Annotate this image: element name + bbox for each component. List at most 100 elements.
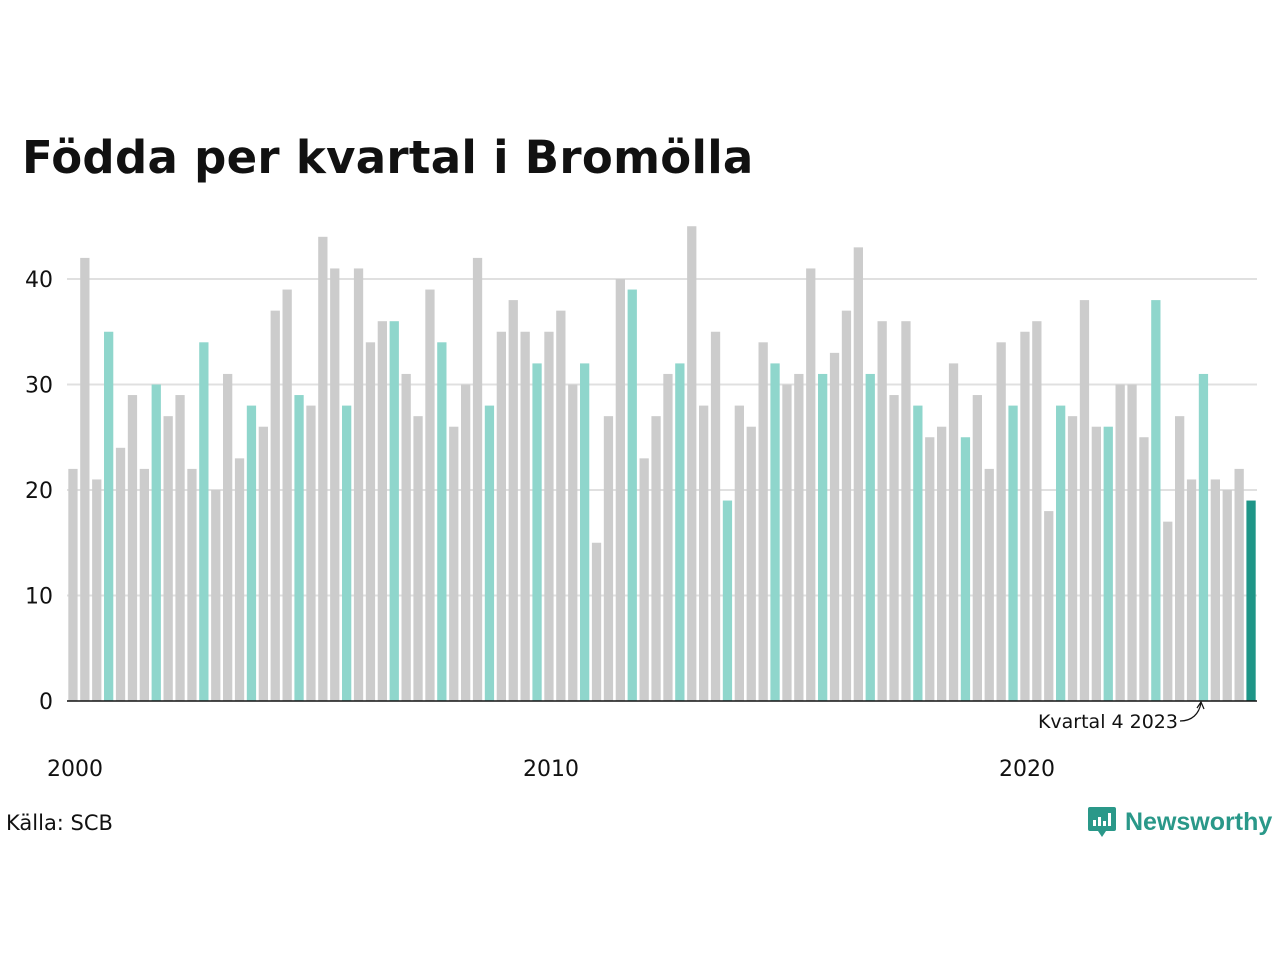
bar-chart: 2000 K1: 222000 K2: 422000 K3: 212000 K4… bbox=[25, 226, 1257, 782]
bar: 2012 K3: 31 bbox=[663, 373, 673, 701]
annotation-label: Kvartal 4 2023 bbox=[1038, 711, 1178, 733]
bar: 2014 K2: 26 bbox=[746, 426, 756, 701]
bar: 2012 K4: 32 bbox=[675, 363, 685, 701]
bar: 2011 K2: 27 bbox=[603, 416, 614, 701]
bar: 2006 K1: 41 bbox=[353, 268, 364, 701]
bar: 2002 K1: 27 bbox=[163, 416, 173, 701]
bar: 2011 K1: 15 bbox=[591, 542, 602, 701]
bar: 2006 K4: 36 bbox=[389, 321, 399, 701]
bar: 2003 K4: 28 bbox=[246, 405, 257, 701]
bar: 2003 K2: 31 bbox=[223, 373, 233, 701]
bar: 2021 K2: 38 bbox=[1079, 300, 1090, 701]
bar: 2007 K4: 34 bbox=[437, 342, 447, 701]
annotation-arrow bbox=[1179, 702, 1202, 722]
bar: 2017 K1: 36 bbox=[877, 321, 887, 701]
y-tick-label: 30 bbox=[25, 374, 53, 399]
brand-name: Newsworthy bbox=[1125, 807, 1273, 836]
bar: 2001 K1: 24 bbox=[115, 447, 126, 701]
bar: 2010 K4: 32 bbox=[580, 363, 590, 701]
annotation: Kvartal 4 2023 bbox=[1038, 700, 1205, 733]
y-tick-label: 0 bbox=[39, 690, 53, 715]
bar: 2008 K1: 26 bbox=[449, 426, 459, 701]
bar: 2018 K4: 25 bbox=[960, 437, 971, 701]
annotation-arrowhead bbox=[1196, 700, 1205, 710]
bar: 2004 K3: 39 bbox=[282, 289, 292, 701]
bar: 2008 K2: 30 bbox=[461, 384, 471, 701]
bar: 2019 K2: 22 bbox=[984, 468, 994, 701]
bar: 2002 K2: 29 bbox=[175, 395, 185, 701]
bar: 2004 K2: 37 bbox=[270, 310, 280, 701]
bar: 2010 K3: 30 bbox=[568, 384, 578, 701]
bar: 2012 K1: 23 bbox=[639, 458, 649, 701]
bar: 2020 K3: 18 bbox=[1044, 511, 1054, 701]
bar: 2023 K4: 31 bbox=[1198, 373, 1209, 701]
y-tick-label: 40 bbox=[25, 268, 53, 293]
bar: 2002 K4: 34 bbox=[199, 342, 209, 701]
bar: 2000 K2: 42 bbox=[80, 257, 90, 701]
bar: 2013 K3: 35 bbox=[710, 331, 721, 701]
bar: 2005 K2: 44 bbox=[318, 236, 328, 702]
brand-logo: Newsworthy bbox=[1087, 805, 1272, 839]
bar: 2017 K3: 36 bbox=[901, 321, 911, 701]
bar: 2005 K1: 28 bbox=[306, 405, 316, 701]
x-axis: 2000 2010 2020 bbox=[47, 700, 1257, 782]
bar: 2012 K2: 27 bbox=[651, 416, 661, 701]
bars: 2000 K1: 222000 K2: 422000 K3: 212000 K4… bbox=[68, 226, 1256, 702]
bar: 2016 K4: 31 bbox=[865, 373, 875, 701]
bar: 2000 K3: 21 bbox=[92, 479, 102, 701]
bar: 2005 K3: 41 bbox=[330, 268, 340, 701]
bar: 2005 K4: 28 bbox=[342, 405, 352, 701]
newsworthy-logo-icon bbox=[1088, 807, 1116, 837]
bar: 2016 K2: 37 bbox=[841, 310, 852, 701]
x-tick-label: 2020 bbox=[999, 757, 1055, 782]
bar: 2016 K1: 33 bbox=[829, 352, 840, 701]
source-note: Källa: SCB bbox=[6, 811, 113, 835]
bar: 2006 K2: 34 bbox=[365, 342, 376, 701]
bar: 2019 K4: 28 bbox=[1008, 405, 1018, 701]
bar: 2015 K1: 30 bbox=[782, 384, 792, 701]
bar: 2008 K4: 28 bbox=[484, 405, 495, 701]
bar: 2003 K3: 23 bbox=[234, 458, 245, 701]
bar: 2004 K4: 29 bbox=[294, 395, 304, 701]
bar: 2011 K3: 40 bbox=[615, 279, 625, 701]
bar: 2007 K2: 27 bbox=[413, 416, 423, 701]
bar: 2009 K1: 35 bbox=[496, 331, 506, 701]
bar: 2001 K4: 30 bbox=[151, 384, 161, 701]
bar: 2004 K1: 26 bbox=[258, 426, 268, 701]
bar: 2007 K3: 39 bbox=[425, 289, 435, 701]
bar: 2011 K4: 39 bbox=[627, 289, 637, 701]
bar: 2023 K2: 27 bbox=[1175, 416, 1185, 701]
bar: 2019 K3: 34 bbox=[996, 342, 1006, 701]
bar: 2018 K3: 32 bbox=[948, 363, 959, 701]
bar: 2013 K1: 45 bbox=[687, 226, 697, 701]
bar: 2014 K4: 32 bbox=[770, 363, 780, 701]
bar: 2018 K2: 26 bbox=[937, 426, 947, 701]
bar: 2014 K1: 28 bbox=[734, 405, 744, 701]
bar: 2010 K2: 37 bbox=[556, 310, 566, 701]
bar: undefined: 20 bbox=[1222, 490, 1232, 701]
bar: 2022 K3: 25 bbox=[1139, 437, 1149, 701]
bar: 2018 K1: 25 bbox=[925, 437, 935, 701]
bar: 2014 K3: 34 bbox=[758, 342, 768, 701]
bar: 2013 K4: 19 bbox=[722, 500, 733, 701]
bar: 2020 K4: 28 bbox=[1056, 405, 1066, 701]
bar: 2021 K3: 26 bbox=[1091, 426, 1101, 701]
bar: 2001 K3: 22 bbox=[139, 468, 149, 701]
bar: 2016 K3: 43 bbox=[853, 247, 863, 701]
bar: 2019 K1: 29 bbox=[972, 395, 982, 701]
bar: 2003 K1: 20 bbox=[211, 490, 221, 701]
bar: 2009 K4: 32 bbox=[532, 363, 542, 701]
x-tick-label: 2010 bbox=[523, 757, 579, 782]
bar: 2020 K1: 35 bbox=[1020, 331, 1030, 701]
bar: 2001 K2: 29 bbox=[127, 395, 138, 701]
bar: 2017 K2: 29 bbox=[889, 395, 899, 701]
y-axis: 0 10 20 30 40 bbox=[25, 268, 53, 715]
bar: 2023 K1: 17 bbox=[1163, 521, 1173, 701]
bar: 2009 K2: 38 bbox=[508, 300, 518, 701]
bar: 2015 K4: 31 bbox=[818, 373, 828, 701]
gridlines bbox=[67, 278, 1257, 597]
bar: 2022 K2: 30 bbox=[1127, 384, 1137, 701]
bar: 2022 K4: 38 bbox=[1151, 300, 1161, 701]
bar: undefined: 21 bbox=[1210, 479, 1220, 701]
bar: undefined: 22 bbox=[1234, 468, 1244, 701]
